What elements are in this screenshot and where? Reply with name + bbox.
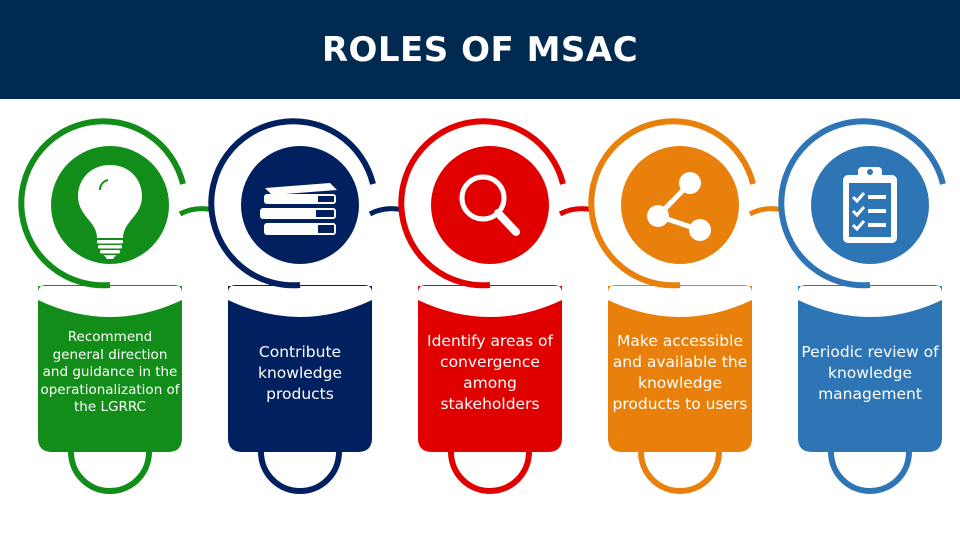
books-icon	[260, 183, 337, 235]
outer-ring	[778, 118, 946, 289]
text-card	[228, 285, 372, 452]
magnifier-icon	[459, 174, 520, 236]
bottom-loop-inner	[650, 451, 710, 482]
outer-ring	[588, 118, 756, 289]
bottom-loop-inner	[80, 451, 140, 482]
bottom-loop	[258, 451, 342, 494]
checklist-icon	[843, 167, 897, 243]
outer-ring	[18, 118, 186, 289]
bottom-loop	[448, 451, 532, 494]
bottom-loop	[68, 451, 152, 494]
role-2-text: Contribute knowledge products	[257, 342, 343, 403]
icon-disc	[431, 146, 549, 264]
icon-disc	[241, 146, 359, 264]
role-4	[588, 118, 756, 494]
role-3	[398, 118, 566, 494]
bottom-loop-inner	[460, 451, 520, 482]
role-3-text: Identify areas of convergence among stak…	[427, 332, 553, 413]
text-card	[38, 285, 182, 452]
text-card	[798, 285, 942, 452]
role-1	[18, 118, 186, 494]
role-1-text: Recommend general direction and guidance…	[40, 329, 180, 416]
role-2	[208, 118, 376, 494]
role-5-text: Periodic review of knowledge management	[801, 342, 939, 403]
bottom-loop-inner	[840, 451, 900, 482]
text-card	[608, 285, 752, 452]
lightbulb-icon	[78, 165, 142, 259]
outer-ring	[398, 118, 566, 289]
role-5	[778, 118, 946, 494]
icon-disc	[621, 146, 739, 264]
bottom-loop	[638, 451, 722, 494]
bottom-loop	[828, 451, 912, 494]
share-icon	[647, 172, 711, 241]
title-banner: ROLES OF MSAC	[0, 0, 960, 99]
bottom-loop-inner	[270, 451, 330, 482]
page-title: ROLES OF MSAC	[321, 29, 639, 70]
role-4-text: Make accessible and available the knowle…	[612, 332, 748, 413]
outer-ring	[208, 118, 376, 289]
text-card	[418, 285, 562, 452]
